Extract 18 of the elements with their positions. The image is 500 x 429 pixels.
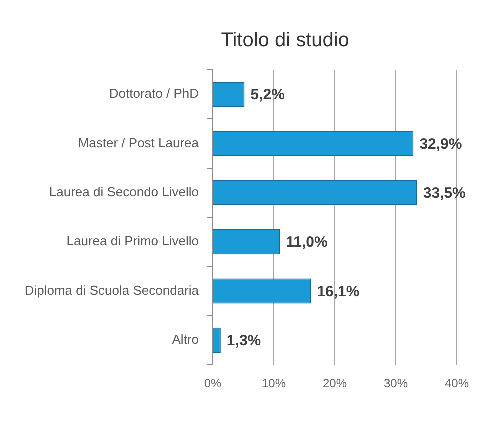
y-tick-label: Laurea di Primo Livello — [66, 234, 199, 249]
y-tick-label: Altro — [172, 332, 199, 347]
chart-title: Titolo di studio — [221, 30, 350, 52]
data-label: 5,2% — [250, 86, 285, 104]
y-tick-label: Master / Post Laurea — [78, 135, 200, 150]
data-label: 16,1% — [317, 283, 360, 300]
y-tick-label: Diploma di Scuola Secondaria — [24, 282, 200, 298]
data-label: 1,3% — [226, 332, 262, 350]
x-tick-label: 20% — [322, 376, 348, 391]
x-tick-label: 0% — [204, 376, 222, 391]
data-label: 33,5% — [423, 185, 466, 202]
y-tick-label: Laurea di Secondo Livello — [49, 184, 199, 200]
x-tick-label: 40% — [444, 376, 470, 391]
data-label: 32,9% — [420, 136, 462, 153]
x-tick-label: 10% — [262, 376, 286, 391]
y-tick-label: Dottorato / PhD — [109, 86, 199, 102]
x-tick-label: 30% — [384, 376, 408, 391]
data-label: 11,0% — [286, 234, 328, 252]
